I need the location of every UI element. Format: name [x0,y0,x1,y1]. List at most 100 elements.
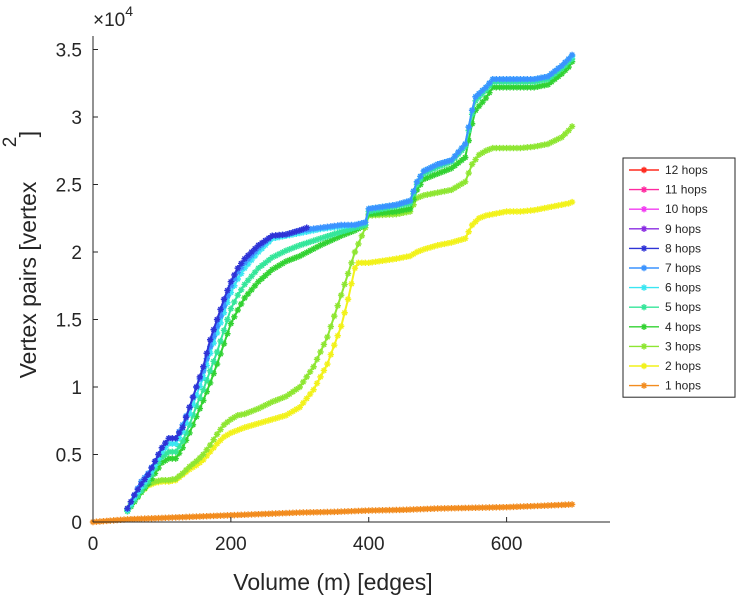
series-point [169,435,176,442]
series-point [303,509,310,516]
series-point [410,201,417,208]
series-point [324,233,331,240]
series-point [513,76,521,83]
series-point [138,481,145,488]
series-point [337,323,345,330]
series-point [344,221,352,229]
series-point [231,313,238,320]
series-point [293,406,300,413]
series-point [234,275,241,283]
series-point [468,120,476,127]
series-point [306,368,314,376]
series-point [262,259,269,266]
series-point [427,164,434,171]
series-point [344,270,352,277]
series-point [534,142,541,150]
series-point [517,208,524,215]
series-point [210,512,217,520]
series-point [286,410,293,417]
series-point [196,454,204,462]
series-point [310,363,317,370]
series-point [640,382,648,389]
series-point [341,508,348,515]
series-point [241,259,248,266]
series-point [448,165,455,172]
series-point [372,507,379,514]
series-point [324,360,331,368]
series-point [537,142,545,149]
series-point [437,169,445,176]
series-point [186,513,193,521]
series-point [238,286,245,293]
series-point [251,511,259,518]
series-point [227,320,235,327]
series-point [486,80,493,87]
series-point [313,236,321,243]
series-point [410,188,417,195]
series-point [379,507,386,514]
series-point [155,451,162,458]
series-point [227,305,235,312]
series-point [231,428,238,435]
series-point [320,234,328,241]
series-point [289,229,297,236]
series-point [182,466,190,474]
series-point [444,166,452,173]
series-point [158,454,166,461]
series-point [231,275,238,283]
series-point [282,393,290,400]
series-point [503,76,510,83]
series-point [141,483,148,490]
series-point [213,329,221,337]
series-point [493,144,500,152]
series-point [258,245,266,252]
series-point [424,191,431,198]
series-point [513,503,521,510]
series-point [451,238,459,245]
series-point [275,414,283,421]
series-point [306,390,314,398]
series-point [382,209,390,216]
series-point [189,401,197,408]
series-point [134,515,142,523]
series-point [234,427,241,434]
series-point [255,420,262,427]
series-point [417,181,424,188]
series-point [455,148,462,156]
series-point [296,383,303,391]
series-point [172,435,179,442]
series-point [265,417,272,424]
series-point [496,76,503,83]
series-point [510,76,517,83]
series-point [227,416,235,423]
series-point [334,302,341,309]
series-point [420,246,428,253]
series-point [379,203,386,210]
series-point [303,224,310,231]
series-point [217,437,224,444]
series-point [296,404,303,411]
series-point [255,248,262,256]
series-point [565,55,572,63]
series-point [424,245,431,252]
series-point [203,388,210,395]
series-point [217,312,224,320]
series-point [427,190,434,198]
series-point [344,229,352,237]
series-point [131,491,138,499]
series-point [403,206,410,213]
series-point [279,394,286,401]
series-point [313,243,321,251]
series-point [337,221,345,229]
series-point [544,502,552,509]
series-point [210,339,217,347]
series-point [431,162,438,170]
series-point [286,390,293,398]
series-point [151,458,159,465]
series-point [486,146,493,153]
series-point [424,174,431,181]
series-point [372,210,379,217]
series-point [441,505,448,512]
series-point [275,231,283,239]
